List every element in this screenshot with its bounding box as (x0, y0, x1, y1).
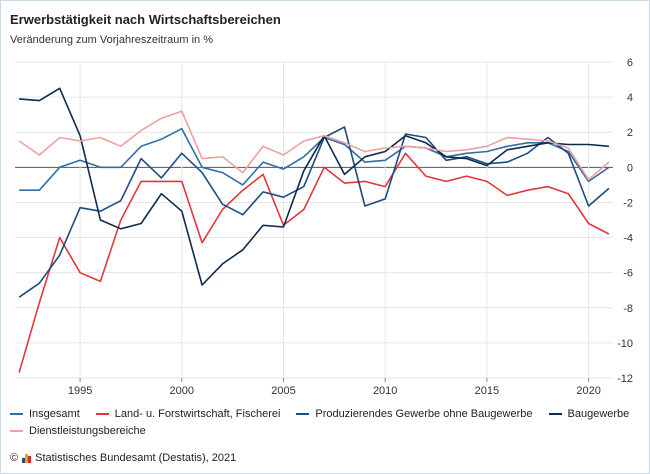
line-chart: 6 4 2 0 -2 -4 -6 -8 -10 -12 1995 2000 2005 2010 2015 20… (15, 57, 633, 397)
y-tick-label: -10 (617, 338, 633, 350)
legend-swatch-insgesamt (10, 412, 23, 415)
legend-label-produzierendes-gewerbe: Produzierendes Gewerbe ohne Baugewerbe (315, 407, 533, 420)
legend-swatch-baugewerbe (548, 412, 562, 415)
legend-row-2: Dienstleistungsbereiche (10, 422, 640, 439)
y-tick-label: 6 (627, 57, 633, 69)
y-tick-label: -6 (623, 268, 633, 280)
y-tick-label: -12 (617, 373, 633, 385)
y-tick-label: -8 (623, 303, 633, 315)
y-tick-label: -4 (623, 233, 633, 245)
x-tick-label: 2010 (373, 385, 397, 397)
x-tick-label: 2000 (170, 385, 194, 397)
legend-row-1: Insgesamt Land- u. Forstwirtschaft, Fisc… (10, 405, 640, 422)
legend-label-insgesamt: Insgesamt (29, 407, 80, 420)
y-tick-label: 0 (627, 162, 633, 174)
legend-label-baugewerbe: Baugewerbe (567, 407, 630, 420)
legend-label-dienstleistungen: Dienstleistungsbereiche (29, 424, 146, 437)
source-line: © Statistisches Bundesamt (Destatis), 20… (10, 452, 236, 464)
legend-swatch-dienstleistungen (10, 429, 23, 432)
x-tick-label: 2005 (271, 385, 295, 397)
x-tick-label: 1995 (68, 385, 92, 397)
y-tick-label: 2 (627, 127, 633, 139)
legend-item-insgesamt[interactable]: Insgesamt (10, 408, 80, 420)
legend-swatch-landwirtschaft (95, 412, 109, 415)
legend-label-landwirtschaft: Land- u. Forstwirtschaft, Fischerei (114, 407, 281, 420)
legend-item-baugewerbe[interactable]: Baugewerbe (548, 407, 630, 420)
x-tick-label: 2020 (576, 385, 600, 397)
copyright-symbol: © (10, 452, 19, 464)
legend-item-landwirtschaft[interactable]: Land- u. Forstwirtschaft, Fischerei (95, 407, 281, 420)
chart-subtitle: Veränderung zum Vorjahreszeitraum in % (10, 34, 213, 46)
y-tick-label: -2 (623, 197, 633, 209)
series-line-2 (18, 126, 610, 298)
chart-title: Erwerbstätigkeit nach Wirtschaftsbereich… (10, 12, 281, 27)
series-line-0 (19, 127, 610, 191)
legend-swatch-produzierendes-gewerbe (296, 412, 310, 415)
legend-item-dienstleistungen[interactable]: Dienstleistungsbereiche (10, 425, 146, 437)
x-tick-label: 2015 (475, 385, 499, 397)
legend: Insgesamt Land- u. Forstwirtschaft, Fisc… (10, 405, 640, 439)
series-line-4 (18, 110, 610, 181)
series-line-3 (19, 87, 609, 286)
legend-item-produzierendes-gewerbe[interactable]: Produzierendes Gewerbe ohne Baugewerbe (296, 407, 533, 420)
destatis-logo-icon (22, 453, 32, 463)
source-text: Statistisches Bundesamt (Destatis), 2021 (35, 452, 237, 464)
series-line-1 (18, 152, 610, 373)
y-tick-label: 4 (627, 92, 633, 104)
